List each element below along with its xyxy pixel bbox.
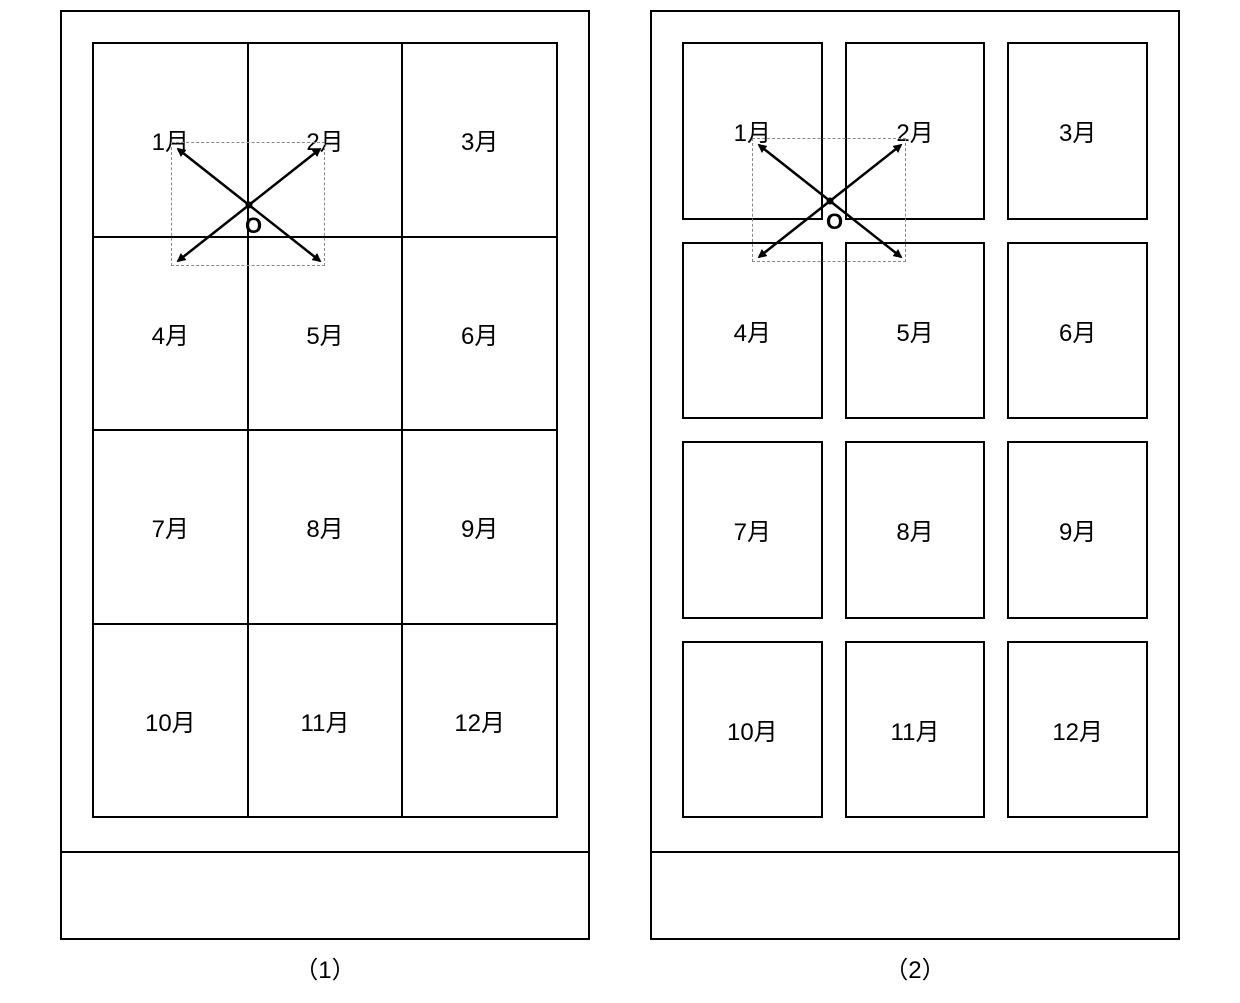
month-cell: 11月 bbox=[248, 624, 403, 818]
month-label: 11月 bbox=[301, 703, 350, 738]
month-cell: 2月 bbox=[248, 43, 403, 237]
grid-area-1: 1月 2月 3月 4月 5月 6月 7月 8月 9月 10月 11月 12月 bbox=[92, 42, 558, 818]
month-cell: 5月 bbox=[248, 237, 403, 431]
month-cell: 6月 bbox=[1007, 242, 1148, 420]
month-cell: 10月 bbox=[93, 624, 248, 818]
month-label: 6月 bbox=[461, 316, 498, 351]
panel-2: 1月 2月 3月 4月 5月 6月 7月 8月 9月 10月 11月 12月 bbox=[650, 10, 1180, 985]
month-cell: 8月 bbox=[248, 430, 403, 624]
month-label: 6月 bbox=[1059, 313, 1096, 348]
bottom-bar bbox=[652, 851, 1178, 853]
month-cell: 5月 bbox=[845, 242, 986, 420]
grid-area-2: 1月 2月 3月 4月 5月 6月 7月 8月 9月 10月 11月 12月 bbox=[682, 42, 1148, 818]
month-cell: 7月 bbox=[682, 441, 823, 619]
month-label: 1月 bbox=[152, 122, 189, 157]
month-cell: 9月 bbox=[402, 430, 557, 624]
month-label: 9月 bbox=[461, 509, 498, 544]
month-cell: 8月 bbox=[845, 441, 986, 619]
month-cell: 2月 bbox=[845, 42, 986, 220]
month-label: 3月 bbox=[461, 122, 498, 157]
diagram-container: 1月 2月 3月 4月 5月 6月 7月 8月 9月 10月 11月 12月 bbox=[0, 0, 1240, 995]
month-cell: 4月 bbox=[93, 237, 248, 431]
month-cell: 4月 bbox=[682, 242, 823, 420]
month-cell: 9月 bbox=[1007, 441, 1148, 619]
month-label: 5月 bbox=[306, 316, 343, 351]
month-grid-contiguous: 1月 2月 3月 4月 5月 6月 7月 8月 9月 10月 11月 12月 bbox=[92, 42, 558, 818]
month-cell: 6月 bbox=[402, 237, 557, 431]
phone-frame-2: 1月 2月 3月 4月 5月 6月 7月 8月 9月 10月 11月 12月 bbox=[650, 10, 1180, 940]
panel-1: 1月 2月 3月 4月 5月 6月 7月 8月 9月 10月 11月 12月 bbox=[60, 10, 590, 985]
month-label: 4月 bbox=[152, 316, 189, 351]
month-cell: 3月 bbox=[402, 43, 557, 237]
month-cell: 12月 bbox=[1007, 641, 1148, 819]
month-grid-separated: 1月 2月 3月 4月 5月 6月 7月 8月 9月 10月 11月 12月 bbox=[682, 42, 1148, 818]
panel-caption: （1） bbox=[60, 950, 590, 985]
month-label: 5月 bbox=[896, 313, 933, 348]
month-label: 3月 bbox=[1059, 113, 1096, 148]
month-label: 11月 bbox=[891, 712, 940, 747]
month-label: 7月 bbox=[152, 509, 189, 544]
month-cell: 3月 bbox=[1007, 42, 1148, 220]
month-label: 7月 bbox=[734, 512, 771, 547]
month-label: 2月 bbox=[896, 113, 933, 148]
month-cell: 1月 bbox=[682, 42, 823, 220]
phone-frame-1: 1月 2月 3月 4月 5月 6月 7月 8月 9月 10月 11月 12月 bbox=[60, 10, 590, 940]
month-label: 8月 bbox=[896, 512, 933, 547]
month-cell: 11月 bbox=[845, 641, 986, 819]
month-label: 12月 bbox=[454, 703, 505, 738]
month-label: 12月 bbox=[1052, 712, 1103, 747]
bottom-bar bbox=[62, 851, 588, 853]
month-label: 9月 bbox=[1059, 512, 1096, 547]
month-label: 8月 bbox=[306, 509, 343, 544]
month-cell: 12月 bbox=[402, 624, 557, 818]
month-label: 1月 bbox=[734, 113, 771, 148]
month-label: 4月 bbox=[734, 313, 771, 348]
month-cell: 7月 bbox=[93, 430, 248, 624]
month-cell: 10月 bbox=[682, 641, 823, 819]
panel-caption: （2） bbox=[650, 950, 1180, 985]
month-label: 10月 bbox=[727, 712, 778, 747]
month-label: 2月 bbox=[306, 122, 343, 157]
month-cell: 1月 bbox=[93, 43, 248, 237]
month-label: 10月 bbox=[145, 703, 196, 738]
